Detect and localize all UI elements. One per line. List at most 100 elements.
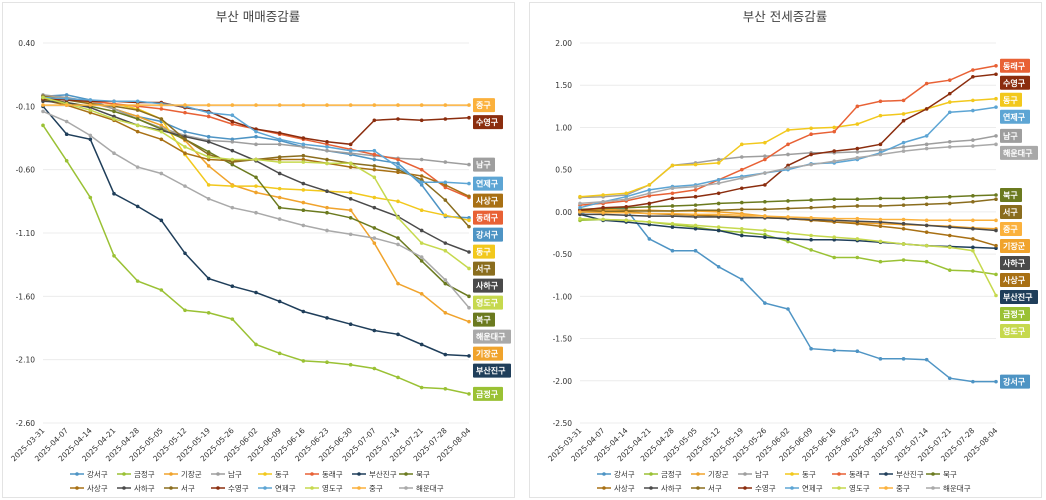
y-tick-label: -1.10 (16, 229, 36, 238)
legend-item[interactable]: 기장군 (691, 469, 729, 479)
data-point (443, 185, 448, 190)
end-label-text: 영도구 (476, 298, 499, 308)
end-label-text: 동구 (1003, 96, 1018, 105)
data-point (41, 123, 45, 128)
legend-item[interactable]: 영도구 (832, 483, 870, 493)
end-label-text: 사상구 (1003, 275, 1026, 285)
data-point (230, 205, 235, 210)
legend-item[interactable]: 서구 (164, 484, 195, 493)
legend-item[interactable]: 북구 (926, 470, 957, 479)
legend-item[interactable]: 연제구 (258, 484, 296, 493)
legend-item[interactable]: 동구 (258, 470, 289, 479)
data-point (809, 248, 813, 252)
legend-item[interactable]: 영도구 (305, 483, 343, 493)
data-point (786, 231, 790, 235)
legend-item[interactable]: 사상구 (597, 483, 635, 493)
end-label: 기장군 (1000, 239, 1030, 253)
end-label: 남구 (473, 157, 495, 172)
end-label: 강서구 (473, 227, 503, 242)
legend-label: 부산진구 (896, 469, 924, 479)
data-point (971, 144, 975, 148)
data-point (396, 242, 400, 247)
legend-item[interactable]: 수영구 (738, 483, 776, 493)
legend-item[interactable]: 사하구 (644, 483, 682, 493)
data-point (64, 103, 69, 107)
data-point (716, 264, 721, 269)
data-point (786, 128, 790, 132)
legend-item[interactable]: 금정구 (117, 469, 155, 479)
legend-item[interactable]: 남구 (738, 470, 769, 479)
data-point (763, 154, 767, 158)
jeonse-chart-panel: 부산 전세증감률 2.00 1.50 1.00 0.50 0.00 -0.50 -1.00 -1… (529, 2, 1042, 498)
end-label-text: 서구 (1003, 207, 1018, 217)
end-label-text: 해운대구 (476, 332, 506, 342)
data-point (230, 317, 235, 321)
legend-item[interactable]: 강서구 (597, 469, 635, 479)
legend-item[interactable]: 해운대구 (926, 483, 971, 493)
data-point (763, 235, 767, 240)
legend-item[interactable]: 금정구 (644, 469, 682, 479)
legend-item[interactable]: 사하구 (117, 483, 155, 493)
data-point (325, 205, 329, 210)
data-point (230, 184, 235, 188)
data-point (443, 180, 448, 185)
legend-label: 중구 (896, 484, 910, 493)
data-point (443, 281, 448, 286)
data-point (786, 206, 790, 211)
legend-label: 해운대구 (416, 483, 444, 493)
legend-item[interactable]: 북구 (399, 470, 430, 479)
end-label: 남구 (1000, 128, 1022, 143)
legend-label: 금정구 (134, 469, 155, 479)
legend-item[interactable]: 수영구 (211, 483, 249, 493)
legend-item[interactable]: 서구 (691, 484, 722, 493)
legend-item[interactable]: 동래구 (832, 470, 870, 479)
data-point (924, 134, 929, 138)
data-point (578, 210, 582, 214)
legend-item[interactable]: 부산진구 (879, 469, 924, 479)
data-point (183, 110, 187, 115)
data-point (832, 235, 837, 240)
data-point (832, 216, 837, 221)
legend-label: 해운대구 (943, 483, 971, 493)
legend-item[interactable]: 사상구 (70, 483, 108, 493)
data-point (947, 145, 952, 149)
data-point (88, 108, 93, 112)
legend-item[interactable]: 남구 (211, 470, 242, 479)
data-point (670, 214, 675, 218)
data-point (670, 211, 675, 216)
data-point (206, 197, 211, 201)
legend-item[interactable]: 부산진구 (352, 469, 397, 479)
data-point (578, 201, 582, 206)
data-point (647, 205, 652, 209)
data-point (786, 239, 790, 244)
data-point (924, 195, 929, 200)
data-point (878, 259, 883, 264)
data-point (277, 351, 282, 356)
data-point (325, 189, 329, 193)
data-point (254, 134, 258, 139)
legend-label: 사상구 (614, 483, 635, 493)
data-point (443, 311, 448, 315)
legend-item[interactable]: 동구 (785, 470, 816, 479)
data-point (693, 223, 698, 228)
data-point (763, 157, 767, 162)
data-point (994, 72, 998, 77)
legend-item[interactable]: 동래구 (305, 470, 343, 479)
data-point (206, 183, 211, 187)
data-point (901, 149, 906, 153)
end-label-text: 중구 (476, 101, 491, 110)
legend-item[interactable]: 연제구 (785, 484, 823, 493)
legend-item[interactable]: 강서구 (70, 469, 108, 479)
legend-item[interactable]: 기장군 (164, 469, 202, 479)
legend-item[interactable]: 중구 (879, 484, 910, 493)
data-point (670, 209, 675, 213)
data-point (159, 103, 164, 107)
data-point (419, 259, 424, 263)
data-point (112, 109, 116, 114)
data-point (325, 316, 329, 320)
data-point (467, 224, 471, 229)
data-point (647, 194, 652, 198)
legend-item[interactable]: 해운대구 (399, 483, 444, 493)
legend-item[interactable]: 중구 (352, 484, 383, 493)
data-point (878, 148, 883, 153)
